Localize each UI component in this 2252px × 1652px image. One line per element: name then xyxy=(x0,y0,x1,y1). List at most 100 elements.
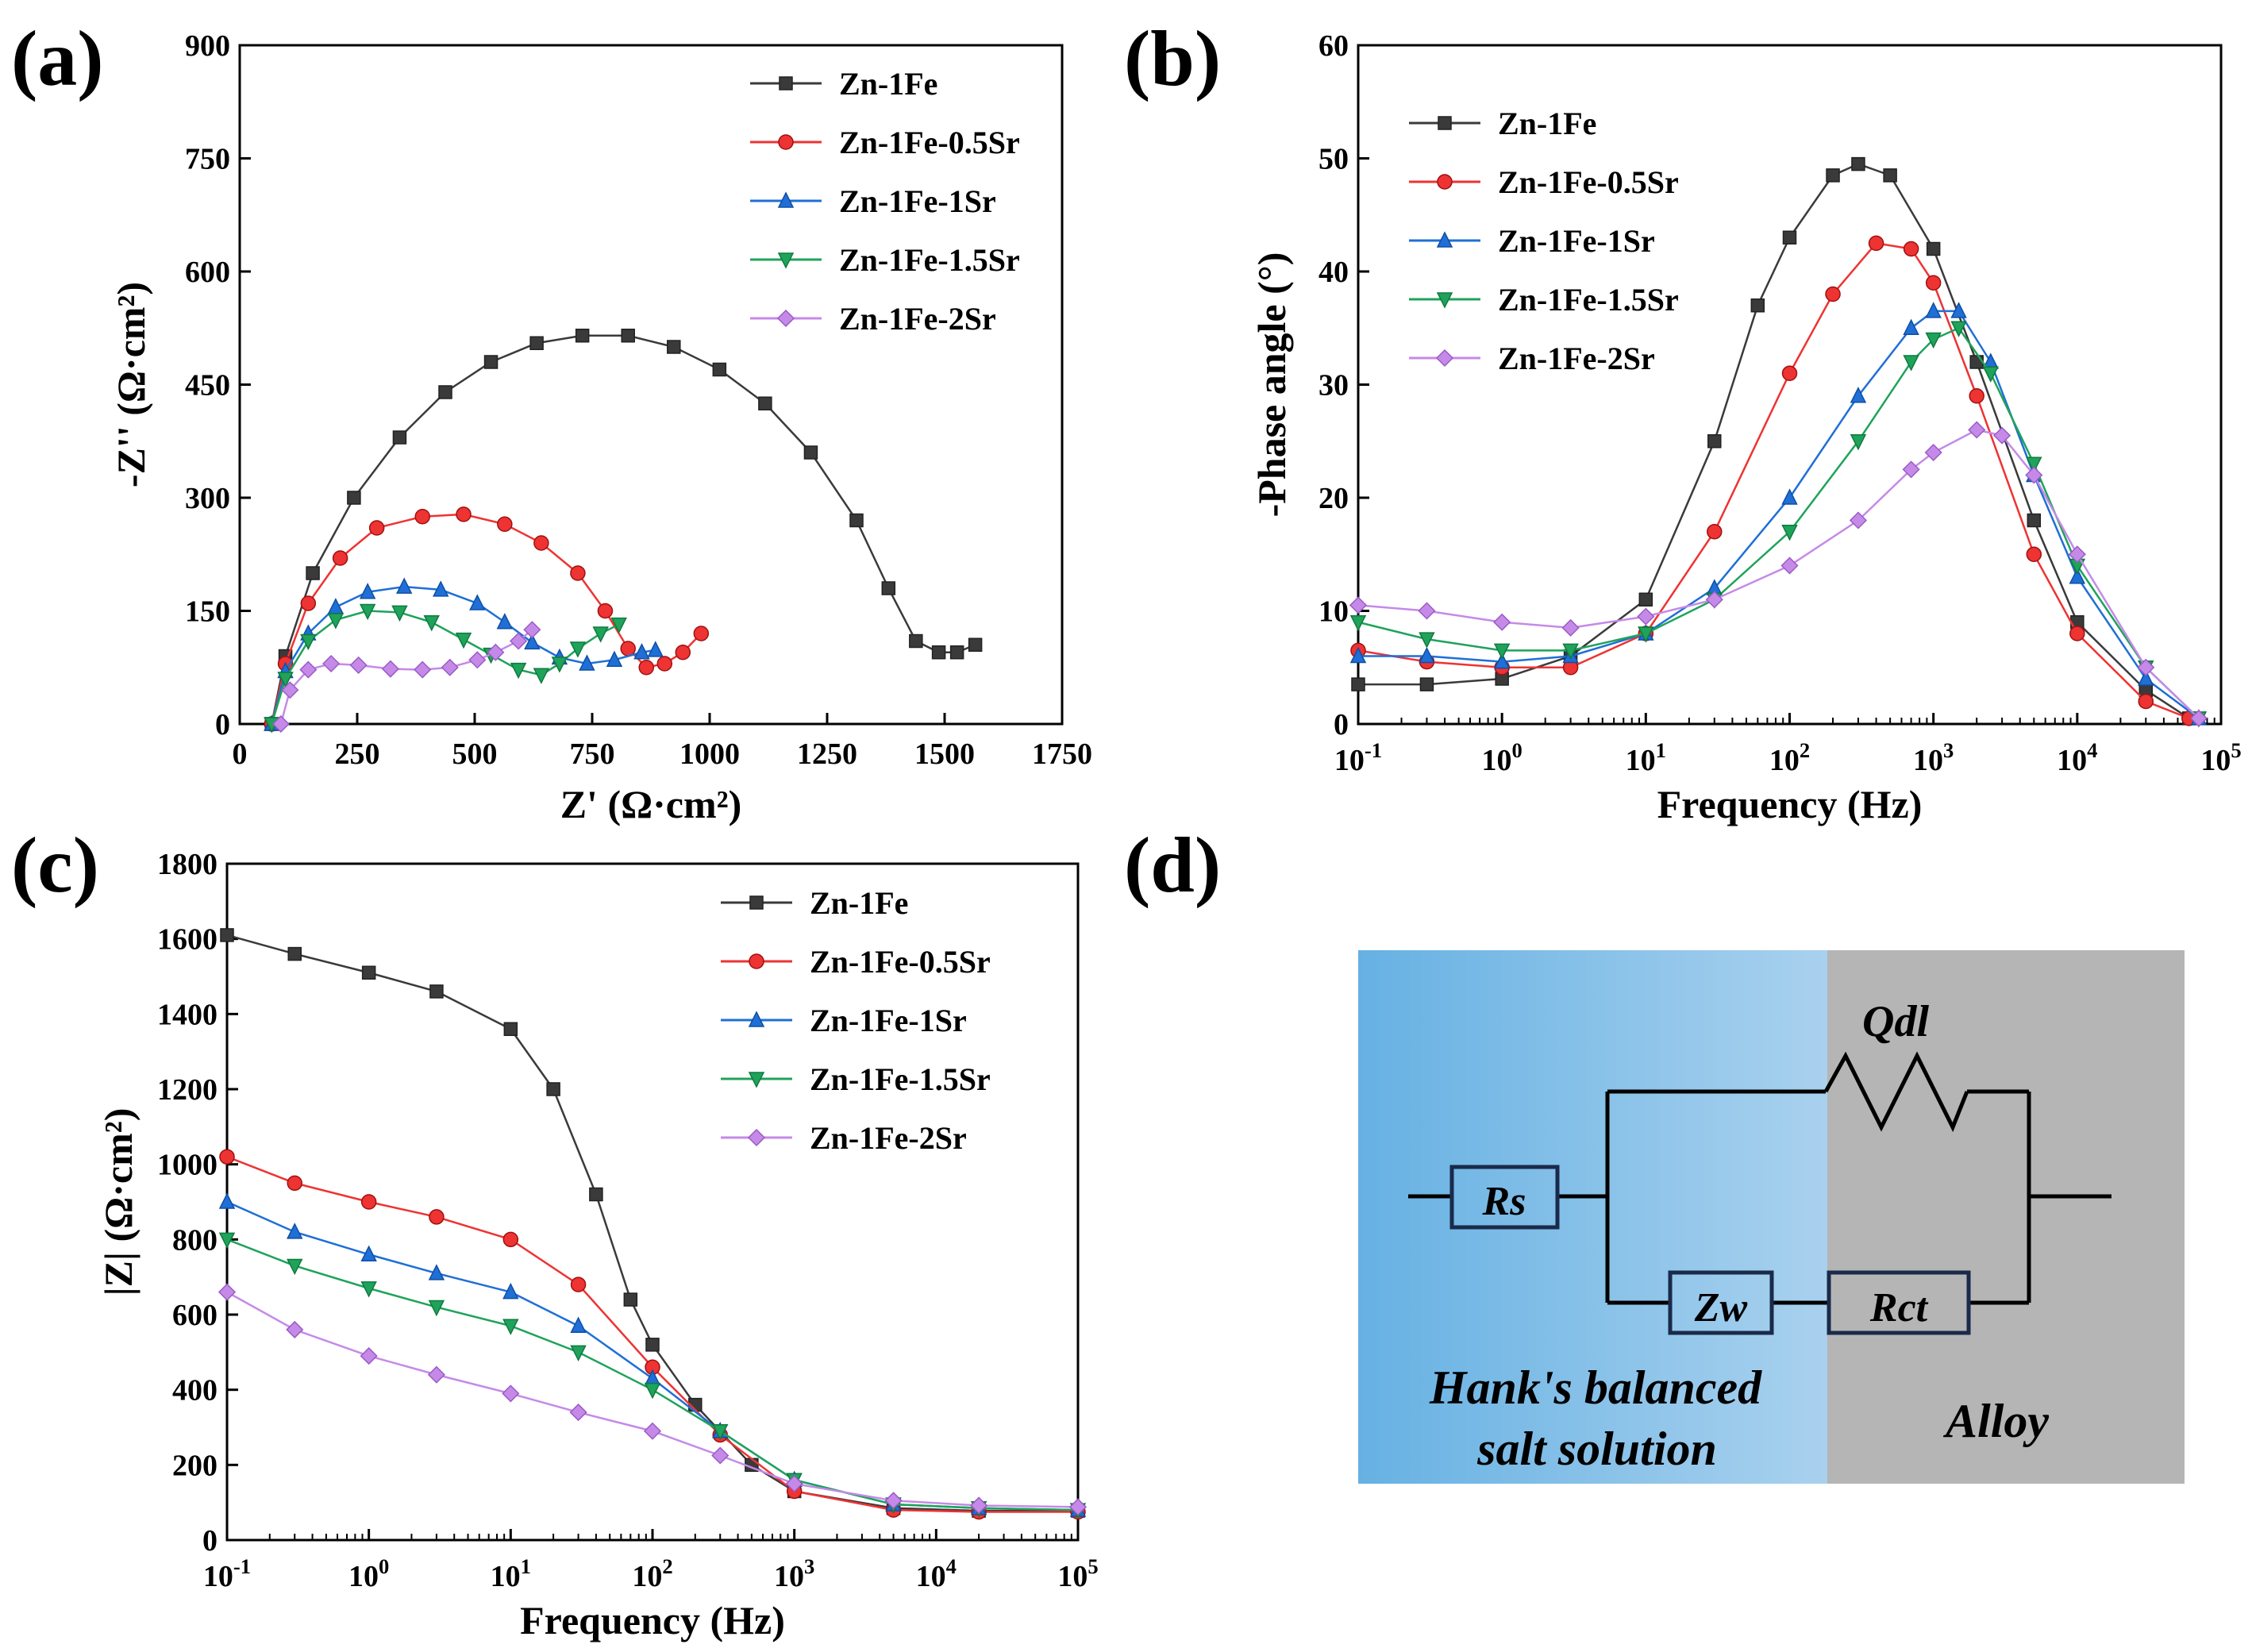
charts-layer: 0 250 500 750 1000 1250 1500 175001503004506007… xyxy=(96,29,2242,1642)
data-point xyxy=(1851,156,1865,171)
data-point xyxy=(1969,355,1984,369)
data-point xyxy=(1850,434,1867,451)
y-tick-label-a: 600 xyxy=(185,256,230,289)
data-point xyxy=(510,662,527,680)
data-point xyxy=(1781,365,1798,381)
data-point xyxy=(1493,652,1511,669)
y-tick-label-b: 50 xyxy=(1318,143,1349,176)
x-tick-label-b: 105 xyxy=(2200,738,2241,777)
zw-label: Zw xyxy=(1694,1285,1748,1330)
data-point xyxy=(579,654,595,671)
data-point xyxy=(360,1194,377,1210)
data-point xyxy=(909,633,923,649)
series-c-4 xyxy=(218,1283,1088,1516)
data-point xyxy=(1902,460,1920,479)
data-point xyxy=(441,658,459,676)
data-point xyxy=(428,1264,445,1280)
x-tick-label-c: 10-1 xyxy=(203,1554,251,1593)
rct-label: Rct xyxy=(1869,1285,1929,1330)
x-axis-label-a: Z' (Ω·cm²) xyxy=(560,782,742,826)
x-tick-label-b: 10-1 xyxy=(1334,738,1382,777)
data-point xyxy=(496,613,514,630)
x-tick-label-a: 1750 xyxy=(1032,737,1092,771)
y-tick-label-b: 60 xyxy=(1318,29,1349,63)
data-point xyxy=(1781,488,1798,505)
legend-a: Zn-1Fe Zn-1Fe-0.5Sr Zn-1Fe-1Sr Zn-1Fe-1.5Sr… xyxy=(750,66,1020,337)
y-tick-label-c: 800 xyxy=(172,1223,218,1257)
legend-marker xyxy=(777,252,795,269)
x-tick-label-a: 0 xyxy=(233,737,248,771)
data-point xyxy=(502,1319,519,1335)
series-line xyxy=(226,1200,1079,1511)
data-point xyxy=(502,1282,519,1300)
data-point xyxy=(570,1345,587,1362)
data-point xyxy=(429,984,444,999)
data-point xyxy=(2137,658,2155,676)
x-tick-label-b: 101 xyxy=(1626,738,1666,777)
series-a-1 xyxy=(264,506,710,732)
series-c-2 xyxy=(218,1192,1087,1517)
data-point xyxy=(218,1192,236,1209)
data-point xyxy=(656,656,673,672)
series-line xyxy=(279,629,533,725)
rs-label: Rs xyxy=(1482,1179,1526,1224)
y-tick-label-b: 0 xyxy=(1334,708,1349,741)
data-point xyxy=(327,598,345,614)
data-point xyxy=(849,513,864,528)
data-point xyxy=(287,946,302,961)
y-tick-label-c: 1800 xyxy=(157,848,218,881)
data-point xyxy=(322,654,341,673)
legend-label: Zn-1Fe-2Sr xyxy=(1498,341,1655,376)
x-tick-label-a: 1000 xyxy=(679,737,740,771)
data-point xyxy=(620,641,636,657)
data-point xyxy=(271,714,290,734)
data-point xyxy=(456,506,472,522)
y-tick-label-c: 600 xyxy=(172,1299,218,1332)
legend-marker xyxy=(749,953,764,969)
series-c-1 xyxy=(219,1149,1086,1520)
panel-label-d: (d) xyxy=(1124,821,1222,909)
data-point xyxy=(306,566,320,580)
data-point xyxy=(287,1223,303,1239)
rct-box xyxy=(1827,1270,1971,1335)
data-point xyxy=(281,681,299,699)
data-point xyxy=(1349,596,1368,614)
data-point xyxy=(529,336,544,350)
data-point xyxy=(300,595,317,611)
legend-label: Zn-1Fe-0.5Sr xyxy=(839,125,1020,160)
data-point xyxy=(1068,1498,1088,1516)
y-tick-label-c: 400 xyxy=(172,1374,218,1407)
y-tick-label-a: 900 xyxy=(185,29,230,63)
data-point xyxy=(569,641,587,658)
data-point xyxy=(1780,556,1799,575)
x-tick-label-a: 750 xyxy=(570,737,615,771)
data-point xyxy=(575,329,590,343)
data-point xyxy=(286,1320,304,1338)
data-point xyxy=(391,605,408,622)
legend-marker xyxy=(1437,174,1453,190)
data-point xyxy=(347,491,361,505)
panel-label-b: (b) xyxy=(1124,14,1222,102)
data-point xyxy=(1925,275,1942,291)
data-point xyxy=(1349,646,1367,664)
data-point xyxy=(645,1338,660,1352)
x-tick-label-c: 104 xyxy=(916,1554,957,1593)
legend-label: Zn-1Fe xyxy=(810,885,908,921)
data-point xyxy=(970,1496,988,1515)
x-tick-label-b: 103 xyxy=(1913,738,1954,777)
data-point xyxy=(1925,302,1942,318)
y-tick-label-b: 20 xyxy=(1318,482,1349,515)
legend-marker xyxy=(748,1072,765,1088)
data-point xyxy=(1950,302,1967,318)
legend-marker xyxy=(777,191,795,208)
data-point xyxy=(2138,693,2154,710)
data-point xyxy=(218,1283,237,1301)
y-tick-label-c: 1600 xyxy=(157,923,218,957)
legend-label: Zn-1Fe-1Sr xyxy=(839,183,996,219)
y-axis-label-b: -Phase angle (°) xyxy=(1249,252,1294,518)
x-tick-label-a: 250 xyxy=(335,737,380,771)
data-point xyxy=(1950,321,1967,337)
data-point xyxy=(884,1492,903,1510)
series-b-0 xyxy=(1351,156,2196,726)
chart-c: 10-1 100 101 102 103 104 105 0 200 400 600 800 1000 1… xyxy=(96,848,1099,1642)
